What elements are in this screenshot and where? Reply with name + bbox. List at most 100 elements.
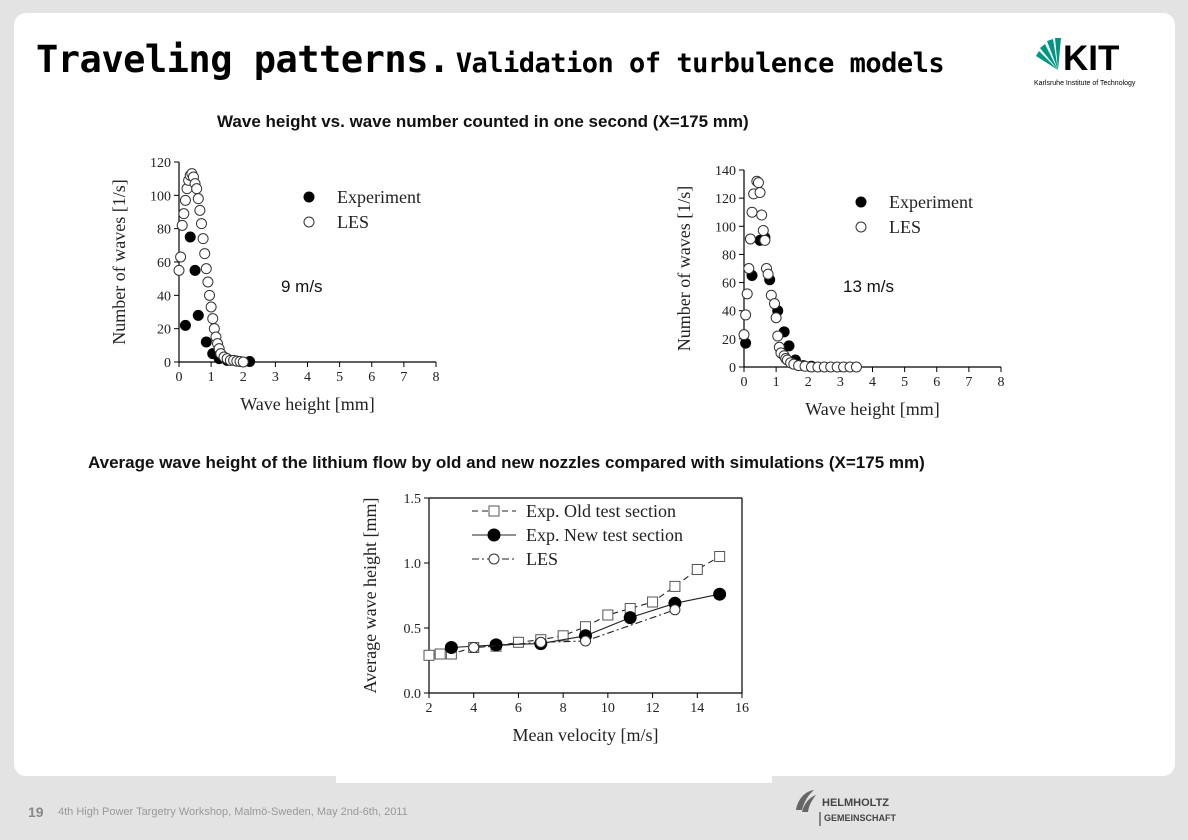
y-tick-label: 60: [722, 277, 736, 292]
x-tick-label: 1: [208, 370, 215, 385]
y-tick-label: 1.0: [404, 557, 422, 572]
data-point: [535, 636, 547, 648]
data-point: [602, 609, 614, 621]
heading-bottom: Average wave height of the lithium flow …: [88, 453, 925, 472]
data-point: [770, 312, 782, 324]
y-tick-label: 0.5: [404, 622, 422, 637]
legend-marker: [488, 505, 500, 517]
data-point: [754, 187, 766, 199]
x-tick-label: 6: [515, 701, 522, 716]
x-tick-label: 8: [998, 375, 1005, 390]
chart-13ms: 0 1 2 3 4 5 6 7 8 0 20 40 60 80 100 120 140 Wave height […: [670, 155, 1015, 445]
data-point: [423, 649, 435, 661]
x-tick-label: 12: [646, 701, 660, 716]
x-tick-label: 14: [690, 701, 704, 716]
data-point: [669, 604, 681, 616]
data-point: [199, 248, 211, 260]
data-point: [192, 193, 204, 205]
x-tick-label: 6: [368, 370, 375, 385]
x-axis-label: Wave height [mm]: [805, 399, 940, 419]
data-point: [752, 177, 764, 189]
legend-marker: [855, 221, 867, 233]
x-tick-label: 5: [901, 375, 908, 390]
legend-label: LES: [337, 212, 369, 232]
x-tick-label: 5: [336, 370, 343, 385]
data-point: [200, 336, 212, 348]
legend-label: Experiment: [337, 187, 421, 207]
data-point: [557, 630, 569, 642]
data-point: [207, 313, 219, 325]
data-point: [489, 638, 503, 652]
y-tick-label: 0: [729, 361, 736, 376]
x-tick-label: 2: [426, 701, 433, 716]
data-point: [184, 231, 196, 243]
y-tick-label: 60: [157, 256, 171, 271]
data-point: [237, 356, 249, 368]
legend-marker: [855, 196, 867, 208]
slide-title: Traveling patterns. Validation of turbule…: [36, 38, 945, 81]
x-tick-label: 8: [560, 701, 567, 716]
data-point: [192, 309, 204, 321]
data-point: [178, 208, 190, 220]
x-tick-label: 1: [773, 375, 780, 390]
data-point: [173, 264, 185, 276]
data-point: [850, 361, 862, 373]
y-tick-label: 1.5: [404, 492, 422, 507]
x-tick-label: 3: [272, 370, 279, 385]
helmholtz-line1: HELMHOLTZ: [822, 797, 889, 809]
kit-logo: KIT Karlsruhe Institute of Technology: [1030, 30, 1150, 95]
x-tick-label: 3: [837, 375, 844, 390]
speed-label-13ms: 13 m/s: [843, 277, 895, 296]
x-tick-label: 0: [176, 370, 183, 385]
data-point: [194, 204, 206, 216]
x-tick-label: 2: [240, 370, 247, 385]
data-point: [580, 635, 591, 647]
y-tick-label: 0: [164, 356, 171, 371]
footer-text: 4th High Power Targetry Workshop, Malmö-…: [58, 806, 408, 818]
helmholtz-logo: HELMHOLTZ GEMEINSCHAFT: [792, 786, 932, 833]
data-point: [741, 288, 753, 300]
data-point: [468, 642, 480, 653]
kit-logo-text: KIT: [1063, 39, 1119, 78]
data-point: [200, 263, 212, 275]
y-tick-label: 0.0: [404, 687, 422, 702]
data-point: [195, 218, 207, 230]
x-tick-label: 4: [304, 370, 311, 385]
data-point: [176, 219, 188, 231]
y-tick-label: 140: [715, 164, 736, 179]
data-point: [191, 183, 203, 195]
data-point: [713, 587, 727, 601]
speed-label-9ms: 9 m/s: [281, 277, 323, 296]
y-tick-label: 120: [715, 192, 736, 207]
x-axis-label: Wave height [mm]: [240, 394, 375, 414]
y-tick-label: 20: [157, 323, 171, 338]
y-axis-label: Number of waves [1/s]: [109, 179, 129, 344]
data-point: [175, 251, 187, 263]
x-tick-label: 4: [470, 701, 477, 716]
data-point: [179, 319, 191, 331]
data-point: [769, 298, 781, 310]
chart-9ms: 0 1 2 3 4 5 6 7 8 0 20 40 60 80 100 120 Wave height [mm]…: [105, 150, 450, 440]
kit-logo-subtitle: Karlsruhe Institute of Technology: [1034, 80, 1136, 87]
x-tick-label: 7: [400, 370, 407, 385]
x-tick-label: 10: [601, 701, 615, 716]
footer-page-number: 19: [28, 804, 44, 820]
data-point: [746, 206, 758, 218]
y-tick-label: 80: [157, 223, 171, 238]
y-tick-label: 100: [150, 189, 171, 204]
data-point: [744, 233, 756, 245]
x-tick-label: 2: [805, 375, 812, 390]
data-point: [647, 596, 659, 608]
y-tick-label: 40: [722, 305, 736, 320]
data-point: [669, 580, 681, 592]
legend-marker: [487, 528, 501, 542]
legend-label: LES: [889, 217, 921, 237]
data-point: [444, 641, 458, 654]
data-point: [197, 233, 209, 245]
data-point: [434, 648, 446, 660]
data-point: [756, 209, 768, 221]
y-tick-label: 120: [150, 156, 171, 171]
series-line: [473, 609, 676, 649]
series-line: [428, 556, 720, 656]
data-point: [691, 564, 703, 575]
